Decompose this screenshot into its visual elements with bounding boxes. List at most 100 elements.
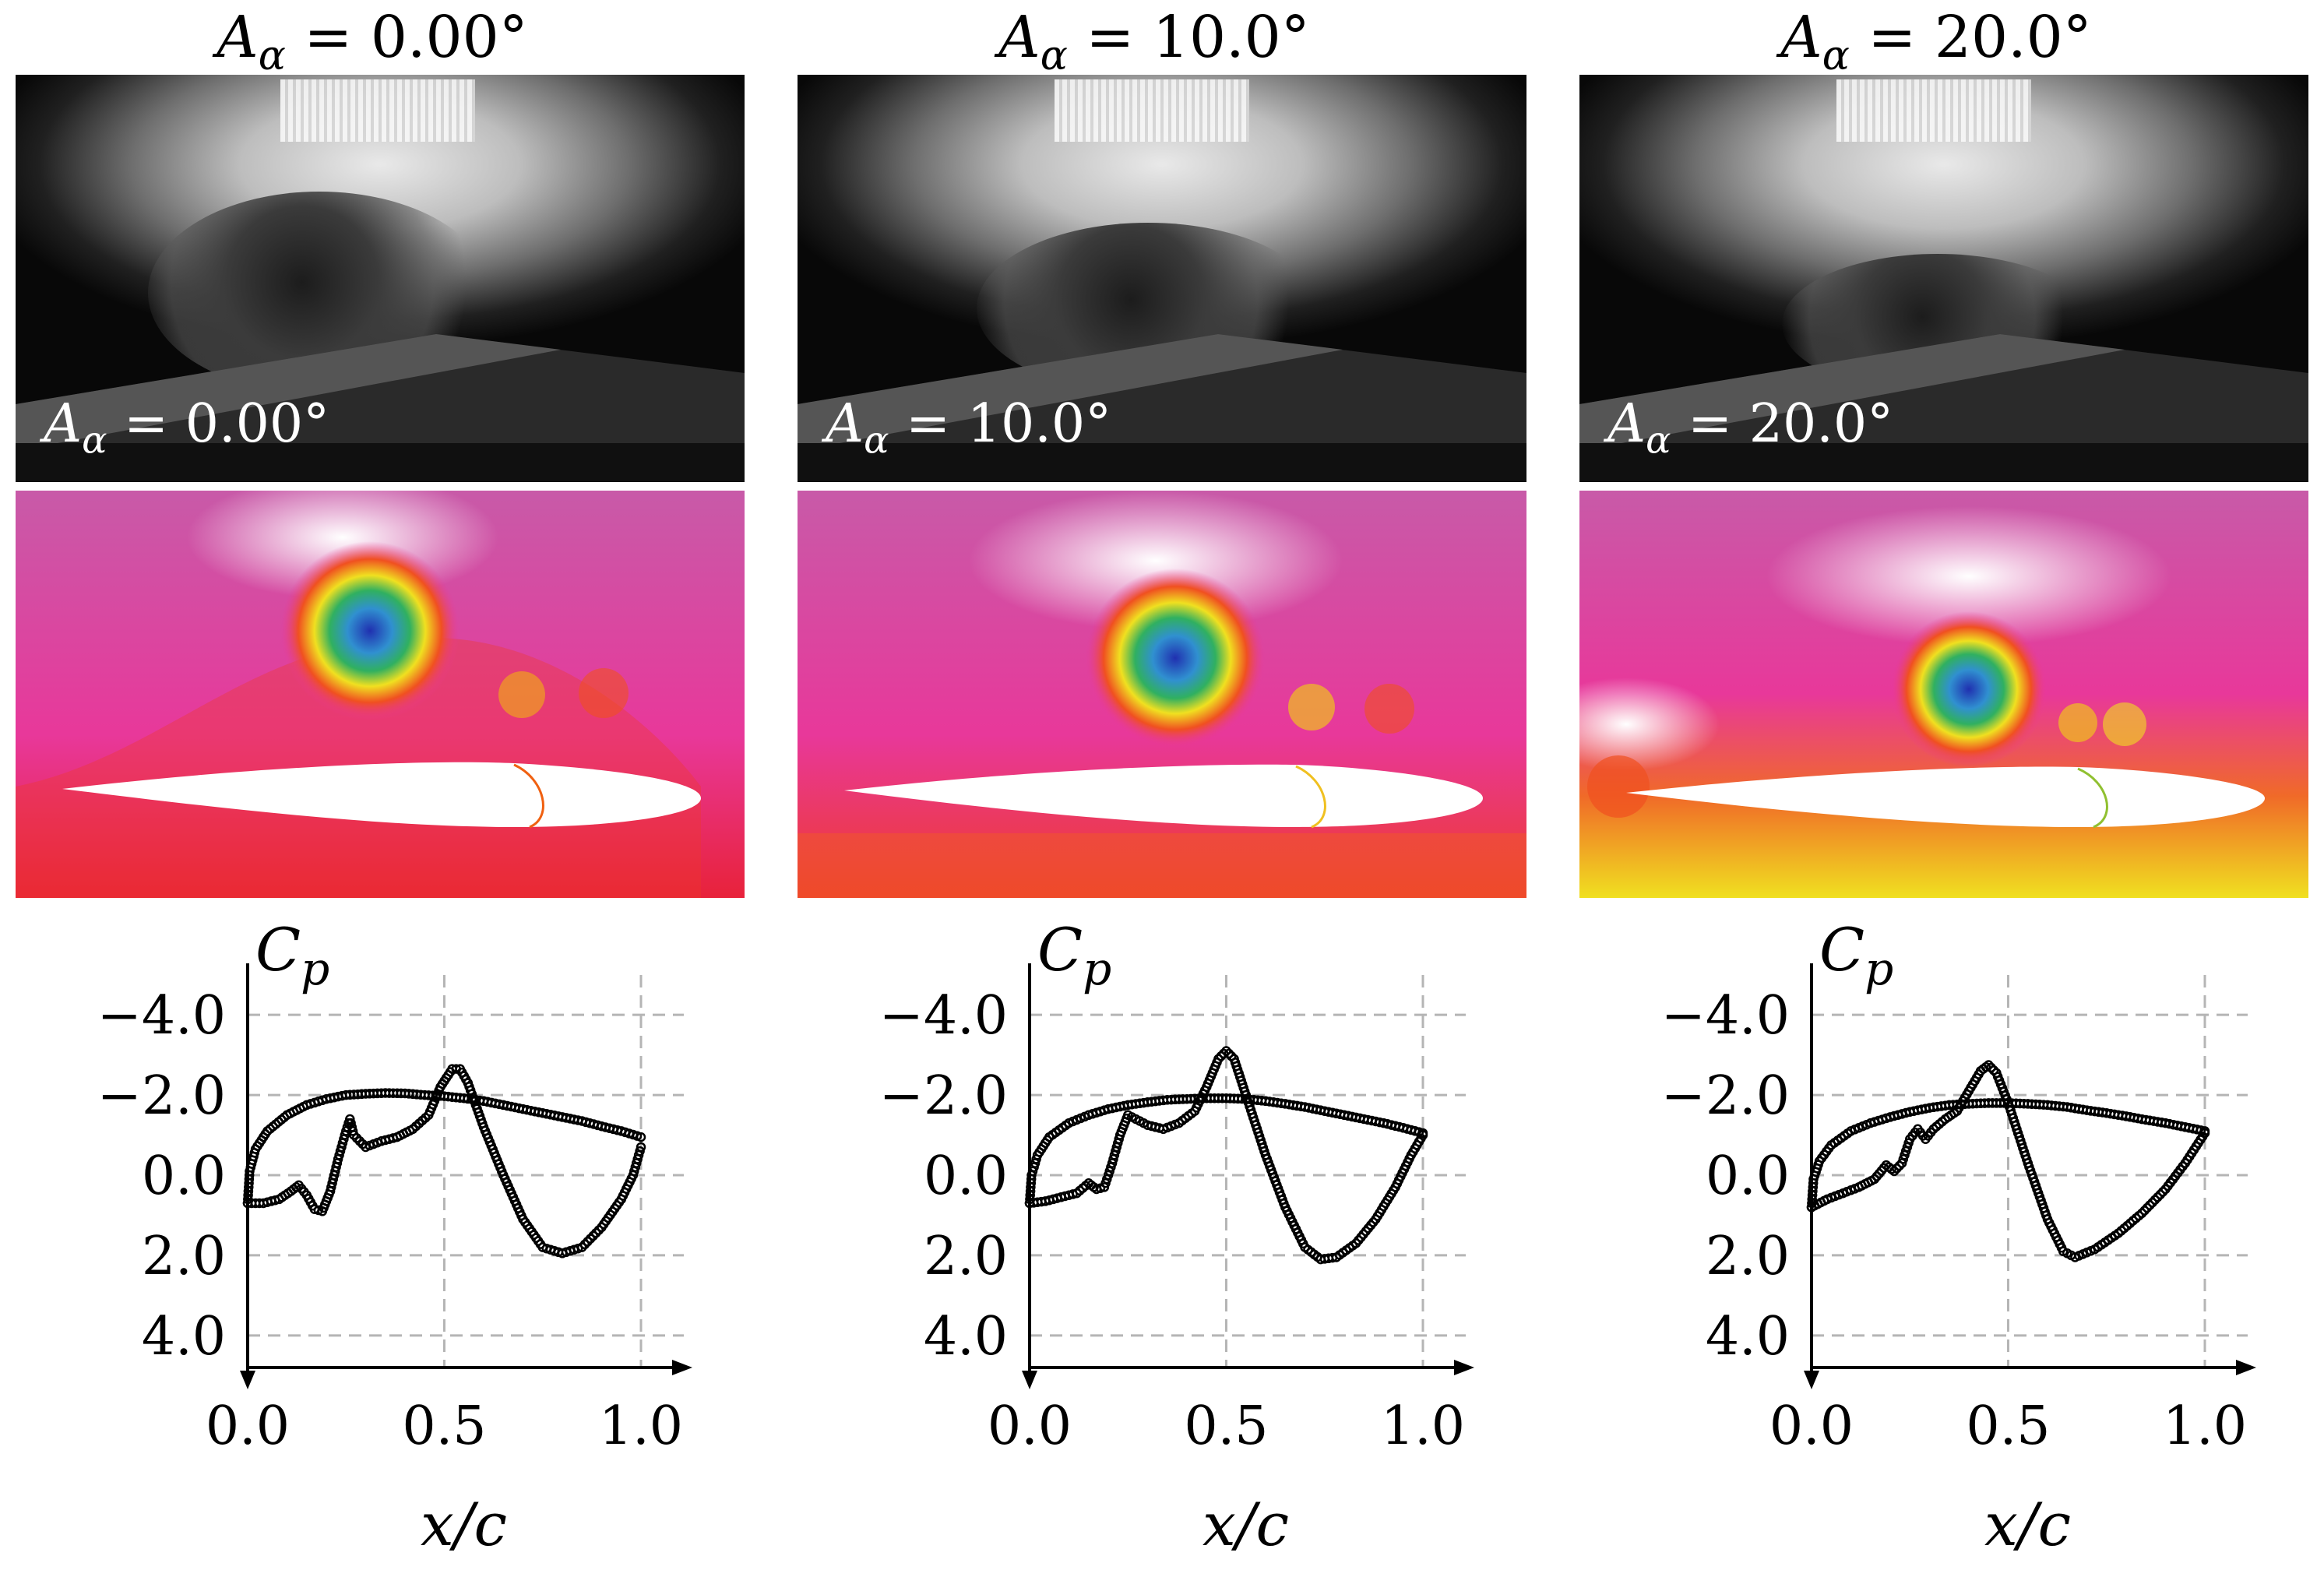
y-axis-label-sub: p bbox=[301, 942, 329, 995]
y-tick-label: −4.0 bbox=[97, 985, 226, 1047]
data-point bbox=[1221, 1046, 1231, 1056]
panel-title: Aα = 20.0° bbox=[1570, 0, 2302, 93]
title-value: = 0.00° bbox=[285, 4, 528, 71]
x-axis-arrow bbox=[2236, 1360, 2256, 1375]
y-tick-label: −2.0 bbox=[97, 1065, 226, 1127]
y-axis-arrow bbox=[1022, 1371, 1037, 1389]
smoke-visualization-photo: Aα = 0.00° bbox=[16, 75, 745, 482]
photo-caption: Aα = 20.0° bbox=[1607, 389, 1893, 476]
x-tick-label: 0.0 bbox=[988, 1396, 1072, 1457]
y-tick-label: 4.0 bbox=[142, 1306, 226, 1368]
y-tick-label: 4.0 bbox=[924, 1306, 1008, 1368]
caption-subscript: α bbox=[864, 419, 889, 463]
panel-title: Aα = 10.0° bbox=[788, 0, 1520, 93]
cp-chart-1: −4.0 −2.0 0.0 2.0 4.0 0.0 0.5 1.0 Cp x/c bbox=[97, 919, 692, 1559]
caption-subscript: α bbox=[82, 419, 107, 463]
x-axis-label: x/c bbox=[1202, 1490, 1289, 1559]
data-point bbox=[636, 1142, 646, 1153]
caption-subscript: α bbox=[1646, 419, 1671, 463]
x-tick-label: 1.0 bbox=[1381, 1396, 1465, 1457]
y-axis-arrow bbox=[240, 1371, 255, 1389]
vorticity-field bbox=[798, 491, 1526, 898]
data-point bbox=[2145, 1200, 2155, 1210]
y-tick-label: 2.0 bbox=[1706, 1226, 1790, 1287]
data-point bbox=[2157, 1187, 2168, 1197]
data-point bbox=[635, 1146, 645, 1156]
title-symbol: A bbox=[217, 4, 259, 71]
title-value: = 10.0° bbox=[1067, 4, 1310, 71]
y-axis-label-sub: p bbox=[1864, 942, 1893, 995]
y-axis-arrow bbox=[1804, 1371, 1819, 1389]
wing-model bbox=[1579, 334, 2308, 482]
light-panel bbox=[280, 79, 475, 142]
smoke-visualization-photo: Aα = 20.0° bbox=[1579, 75, 2308, 482]
caption-symbol: A bbox=[1607, 393, 1646, 456]
y-tick-label: −2.0 bbox=[1661, 1065, 1790, 1127]
y-axis-label: Cp bbox=[1819, 919, 1893, 995]
smoke-visualization-photo: Aα = 10.0° bbox=[798, 75, 1526, 482]
data-point bbox=[1986, 1062, 1996, 1073]
title-value: = 20.0° bbox=[1849, 4, 2092, 71]
title-subscript: α bbox=[258, 32, 286, 79]
y-tick-label: −4.0 bbox=[1661, 985, 1790, 1047]
x-tick-label: 0.5 bbox=[1184, 1396, 1268, 1457]
cp-plot-3: −4.0 −2.0 0.0 2.0 4.0 0.0 0.5 1.0 Cp x/c bbox=[1570, 919, 2302, 1570]
data-point bbox=[636, 1132, 646, 1142]
x-axis-label: x/c bbox=[1984, 1490, 2071, 1559]
data-point bbox=[1224, 1048, 1234, 1059]
x-tick-label: 0.0 bbox=[1769, 1396, 1854, 1457]
y-axis-label-sub: p bbox=[1083, 942, 1111, 995]
title-symbol: A bbox=[998, 4, 1041, 71]
y-tick-label: −2.0 bbox=[879, 1065, 1008, 1127]
cp-chart-3: −4.0 −2.0 0.0 2.0 4.0 0.0 0.5 1.0 Cp x/c bbox=[1661, 919, 2256, 1559]
y-tick-label: 0.0 bbox=[924, 1146, 1008, 1207]
y-tick-label: 2.0 bbox=[142, 1226, 226, 1287]
series-1 bbox=[1806, 1098, 2210, 1213]
x-tick-label: 0.5 bbox=[402, 1396, 486, 1457]
data-point bbox=[2199, 1128, 2210, 1139]
caption-value: = 0.00° bbox=[107, 393, 330, 456]
title-subscript: α bbox=[1822, 32, 1850, 79]
vorticity-field bbox=[1579, 491, 2308, 898]
y-axis-label: Cp bbox=[255, 919, 329, 995]
data-point bbox=[347, 1126, 358, 1136]
data-point bbox=[2150, 1195, 2160, 1205]
data-point bbox=[1213, 1054, 1224, 1065]
x-axis-label: x/c bbox=[421, 1490, 507, 1559]
cp-plot-2: −4.0 −2.0 0.0 2.0 4.0 0.0 0.5 1.0 Cp x/c bbox=[788, 919, 1520, 1570]
x-tick-label: 0.5 bbox=[1966, 1396, 2050, 1457]
light-panel bbox=[1836, 79, 2031, 142]
wing-model bbox=[16, 334, 745, 482]
panel-title: Aα = 0.00° bbox=[6, 0, 738, 93]
series-2 bbox=[1806, 1060, 2210, 1262]
x-tick-label: 1.0 bbox=[2163, 1396, 2247, 1457]
y-tick-label: 2.0 bbox=[924, 1226, 1008, 1287]
series-1 bbox=[1024, 1093, 1428, 1209]
y-axis-label: Cp bbox=[1037, 919, 1111, 995]
photo-caption: Aα = 0.00° bbox=[44, 389, 329, 476]
y-tick-label: 0.0 bbox=[142, 1146, 226, 1207]
x-tick-label: 1.0 bbox=[599, 1396, 683, 1457]
x-axis-arrow bbox=[1454, 1360, 1474, 1375]
caption-value: = 10.0° bbox=[889, 393, 1112, 456]
caption-value: = 20.0° bbox=[1671, 393, 1894, 456]
x-axis-arrow bbox=[672, 1360, 692, 1375]
y-tick-label: 4.0 bbox=[1706, 1306, 1790, 1368]
x-tick-label: 0.0 bbox=[206, 1396, 290, 1457]
data-point bbox=[2153, 1192, 2163, 1202]
wing-model bbox=[798, 334, 1526, 482]
series-1 bbox=[242, 1088, 646, 1209]
data-point bbox=[2136, 1208, 2147, 1219]
cp-plot-1: −4.0 −2.0 0.0 2.0 4.0 0.0 0.5 1.0 Cp x/c bbox=[6, 919, 738, 1570]
series-2 bbox=[1024, 1046, 1428, 1265]
data-point bbox=[1417, 1130, 1428, 1140]
title-subscript: α bbox=[1040, 32, 1068, 79]
data-point bbox=[1892, 1163, 1902, 1174]
vorticity-field bbox=[16, 491, 745, 898]
data-point bbox=[1984, 1060, 1994, 1070]
light-panel bbox=[1055, 79, 1249, 142]
title-symbol: A bbox=[1780, 4, 1822, 71]
data-point bbox=[2142, 1202, 2153, 1213]
photo-caption: Aα = 10.0° bbox=[826, 389, 1111, 476]
y-tick-label: −4.0 bbox=[879, 985, 1008, 1047]
